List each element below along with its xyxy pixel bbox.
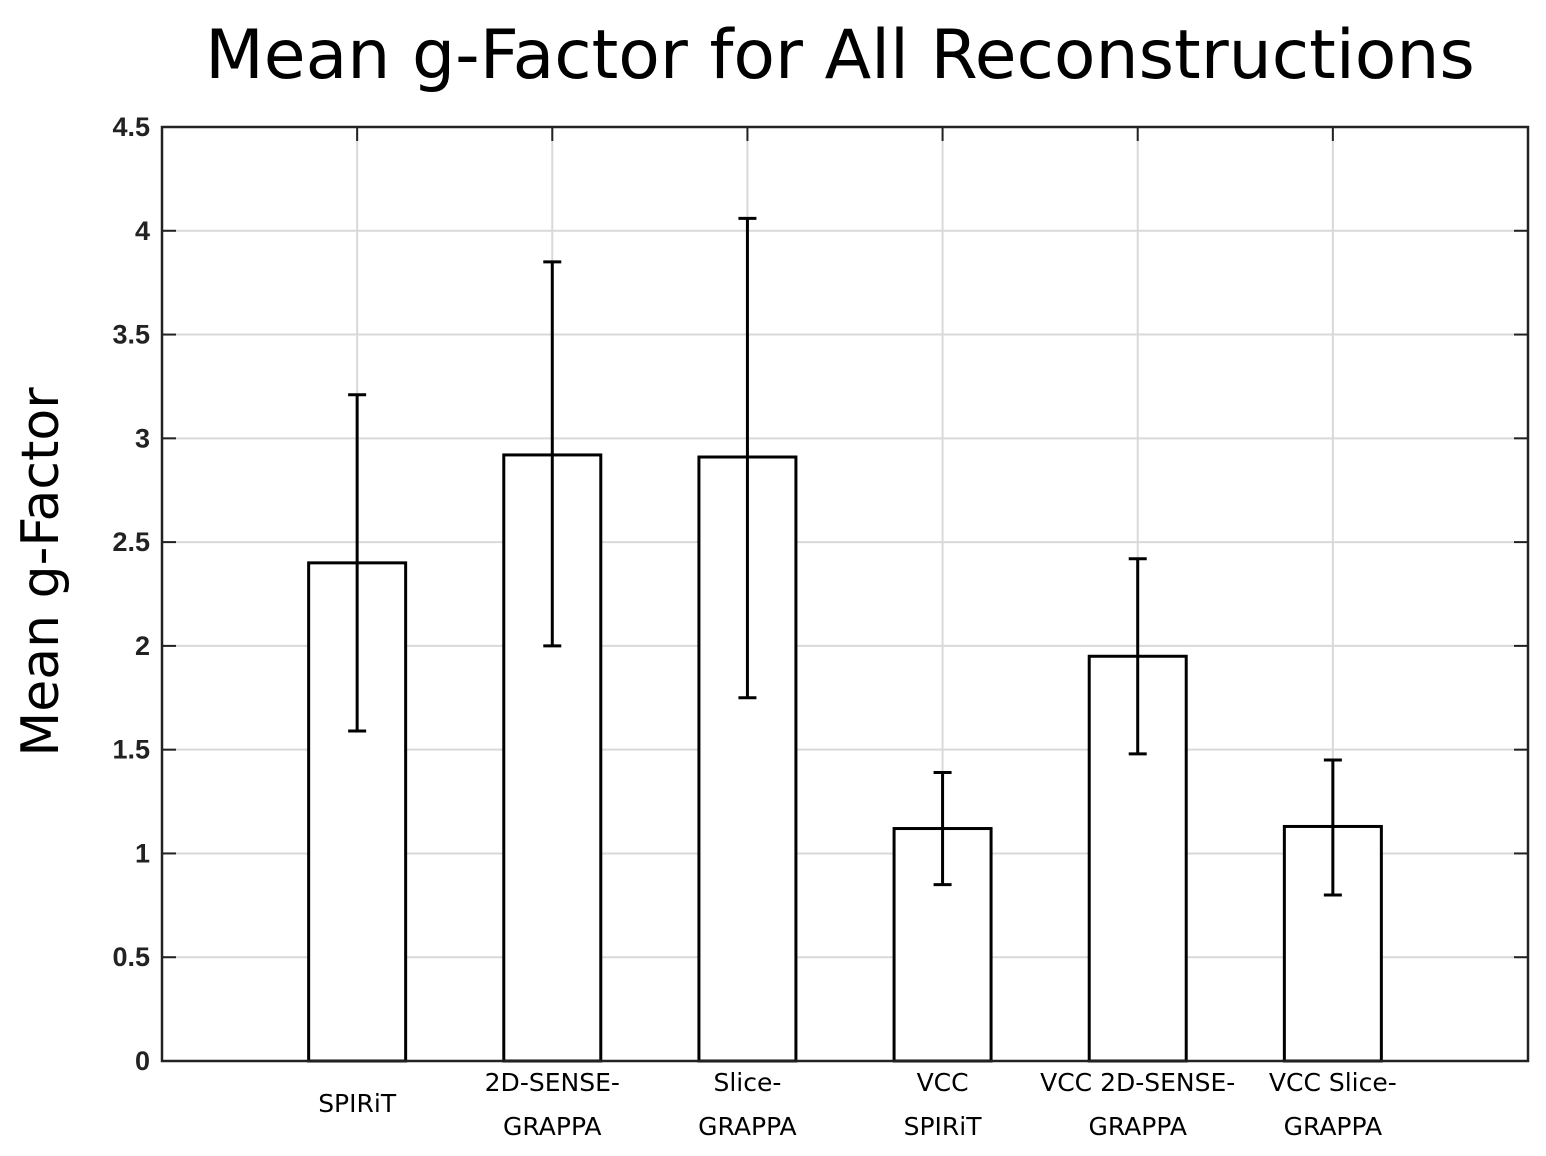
x-tick-label: SPIRiT (904, 1112, 983, 1141)
y-tick-label: 4 (135, 216, 150, 246)
y-tick-labels: 0 0.5 1 1.5 2 2.5 3 3.5 4 4.5 (112, 112, 150, 1076)
y-axis-label: Mean g-Factor (11, 387, 71, 757)
x-tick-label: VCC Slice- (1269, 1068, 1397, 1097)
x-tick-label: GRAPPA (1284, 1112, 1383, 1141)
y-tick-label: 0 (135, 1046, 150, 1076)
x-tick-label: VCC (917, 1068, 969, 1097)
error-bars (348, 216, 1342, 897)
plot-frame (160, 125, 1530, 1063)
x-tick-label: 2D-SENSE- (485, 1068, 620, 1097)
x-tick-label: Slice- (713, 1068, 781, 1097)
y-tick-label: 1.5 (112, 735, 150, 765)
x-tick-label: GRAPPA (1088, 1112, 1187, 1141)
bars (307, 453, 1383, 1063)
y-tick-label: 2 (135, 631, 150, 661)
y-tick-label: 1 (135, 838, 150, 868)
x-tick-label: GRAPPA (503, 1112, 602, 1141)
x-tick-label: GRAPPA (698, 1112, 797, 1141)
chart-title: Mean g-Factor for All Reconstructions (205, 16, 1475, 95)
y-tick-label: 3 (135, 423, 150, 453)
y-tick-label: 0.5 (112, 942, 150, 972)
y-tick-label: 2.5 (112, 527, 150, 557)
x-tick-label: VCC 2D-SENSE- (1040, 1068, 1235, 1097)
x-tick-label: SPIRiT (318, 1089, 397, 1118)
y-tick-label: 3.5 (112, 320, 150, 350)
x-tick-labels: SPIRiT 2D-SENSE- GRAPPA Slice- GRAPPA VCC SPIR… (318, 1068, 1397, 1141)
y-tick-label: 4.5 (112, 112, 150, 142)
